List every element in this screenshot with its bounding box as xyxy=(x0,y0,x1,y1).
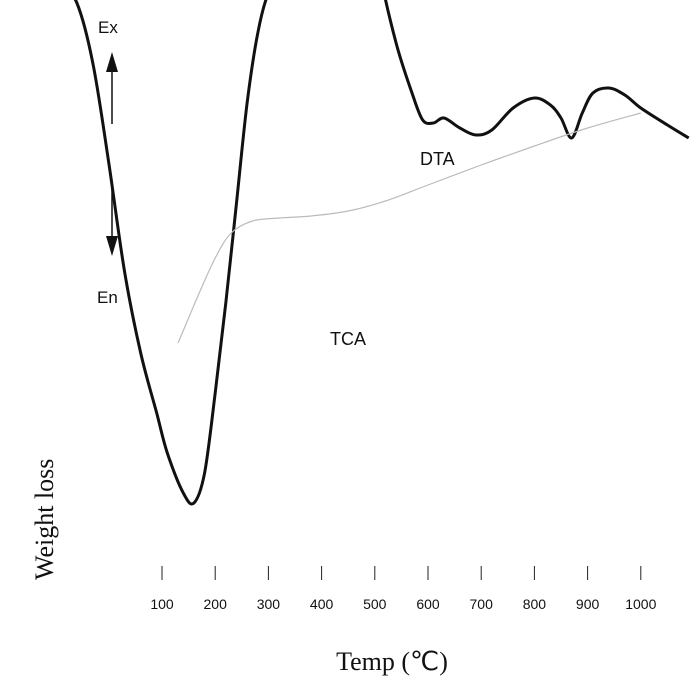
x-ticks-layer: 100 200 300 400 500 600 700 800 900 1000 xyxy=(150,566,657,612)
tca-series-label: TCA xyxy=(330,329,366,349)
x-tick-label: 500 xyxy=(363,596,387,612)
x-tick-label: 700 xyxy=(470,596,494,612)
y-axis-title: Weight loss xyxy=(30,459,59,580)
dta-series-label: DTA xyxy=(420,149,455,169)
exothermic-label: Ex xyxy=(98,18,118,37)
x-tick-label: 900 xyxy=(576,596,600,612)
x-tick-label: 800 xyxy=(523,596,547,612)
dta-curve xyxy=(73,0,690,506)
x-tick-label: 600 xyxy=(416,596,440,612)
endothermic-label: En xyxy=(97,288,118,307)
tca-curve xyxy=(177,112,641,344)
x-tick-label: 1000 xyxy=(625,596,656,612)
endothermic-arrow-icon xyxy=(106,185,118,256)
curves-layer xyxy=(73,0,690,506)
x-tick-label: 400 xyxy=(310,596,334,612)
x-tick-label: 200 xyxy=(204,596,228,612)
x-tick-label: 100 xyxy=(150,596,174,612)
exothermic-arrow-icon xyxy=(106,52,118,124)
x-tick-label: 300 xyxy=(257,596,281,612)
x-axis-title: Temp (℃) xyxy=(336,647,448,676)
